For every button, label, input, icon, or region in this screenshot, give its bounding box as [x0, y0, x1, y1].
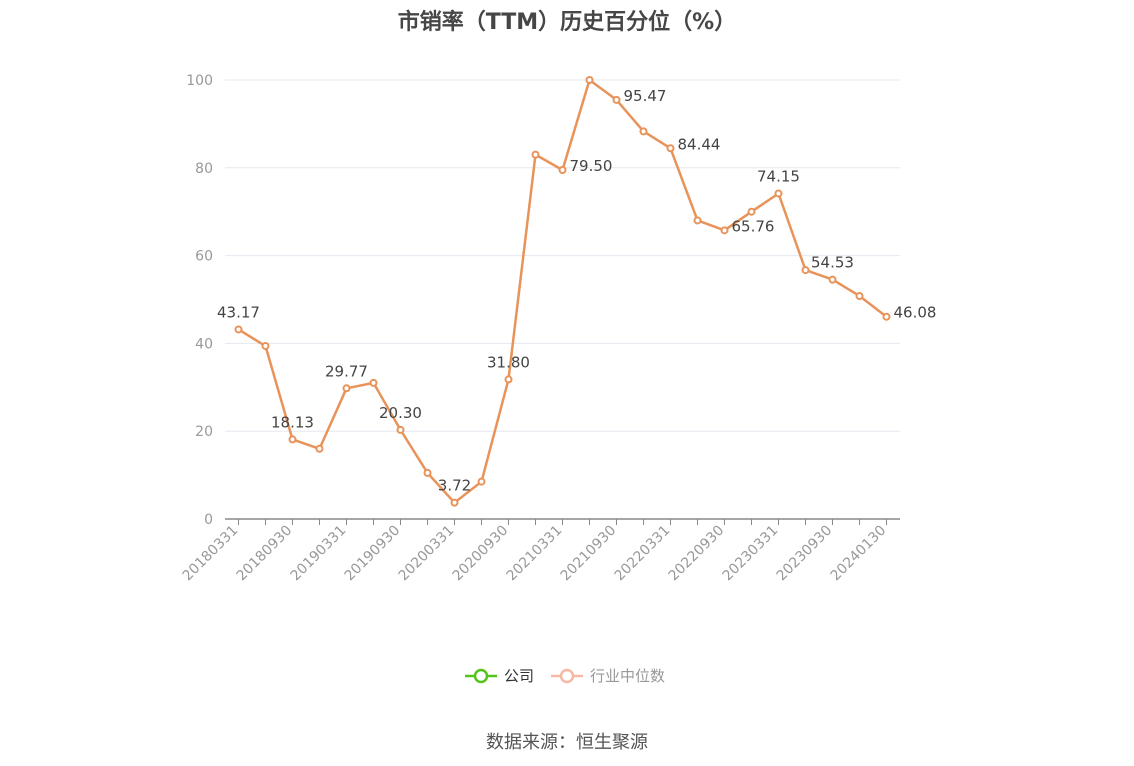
data-point — [585, 76, 594, 84]
x-tick-label: 20190930 — [342, 523, 404, 585]
series-line-group — [234, 76, 891, 507]
series-line — [237, 78, 888, 504]
x-tick-label: 20200930 — [450, 523, 512, 585]
x-tick-label: 20230331 — [720, 523, 782, 585]
y-tick-label: 0 — [204, 512, 213, 528]
data-point — [531, 150, 540, 159]
data-point — [234, 325, 243, 334]
x-tick-label: 20240130 — [828, 523, 890, 585]
data-label: 43.17 — [217, 303, 260, 321]
data-point — [774, 189, 783, 198]
data-label: 74.15 — [757, 167, 800, 185]
data-label: 18.13 — [271, 413, 314, 431]
legend-marker-icon — [559, 668, 575, 684]
legend-item[interactable]: 行业中位数 — [551, 667, 665, 685]
data-point — [288, 435, 297, 444]
y-tick-label: 60 — [195, 249, 213, 265]
data-source-note: 数据来源：恒生聚源 — [486, 732, 648, 753]
legend[interactable]: 公司 行业中位数 — [465, 667, 665, 685]
axes: 0 20 40 60 80 100 2018033120180930201903312019… — [180, 73, 900, 584]
data-point — [261, 342, 270, 351]
x-tick-label: 20210930 — [558, 523, 620, 585]
data-point — [477, 477, 486, 486]
legend-marker-icon — [473, 668, 489, 684]
legend-item[interactable]: 公司 — [465, 667, 534, 685]
x-tick-label: 20220331 — [612, 523, 674, 585]
data-point — [612, 95, 621, 104]
y-tick-label: 80 — [195, 161, 213, 177]
data-point — [558, 165, 567, 174]
data-label: 31.80 — [487, 353, 530, 371]
data-label: 84.44 — [678, 135, 721, 153]
data-label: 79.50 — [570, 157, 613, 175]
data-point — [747, 207, 756, 216]
data-label: 20.30 — [379, 404, 422, 422]
y-tick-label: 40 — [195, 336, 213, 352]
data-label: 95.47 — [624, 87, 667, 105]
legend-label: 公司 — [504, 667, 534, 685]
data-point — [882, 312, 891, 321]
legend-label: 行业中位数 — [590, 667, 665, 685]
data-point — [801, 266, 810, 275]
x-tick-label: 20180930 — [234, 523, 296, 585]
data-label: 46.08 — [894, 304, 937, 322]
y-tick-label: 100 — [186, 73, 213, 89]
data-labels: 43.17 18.13 29.77 20.30 3.72 31.80 79.50 95.47 8… — [217, 87, 936, 495]
data-point — [639, 127, 648, 136]
data-label: 65.76 — [732, 217, 775, 235]
data-label: 29.77 — [325, 362, 368, 380]
data-point — [504, 375, 513, 384]
y-tick-label: 20 — [195, 424, 213, 440]
x-tick-label: 20220930 — [666, 523, 728, 585]
chart-title: 市销率（TTM）历史百分位（%） — [397, 10, 737, 35]
data-point — [369, 378, 378, 387]
data-point — [666, 144, 675, 153]
data-point — [423, 468, 432, 477]
data-point — [828, 275, 837, 284]
data-point — [315, 444, 324, 453]
data-point — [693, 216, 702, 225]
data-label: 3.72 — [438, 477, 471, 495]
x-tick-label: 20180331 — [180, 523, 242, 585]
data-point — [720, 226, 729, 235]
x-tick-label: 20190331 — [288, 523, 350, 585]
data-point — [342, 384, 351, 393]
x-tick-label: 20230930 — [774, 523, 836, 585]
data-label: 54.53 — [811, 254, 854, 272]
data-point — [396, 425, 405, 434]
data-point — [450, 498, 459, 507]
x-tick-label: 20210331 — [504, 523, 566, 585]
data-point — [855, 291, 864, 300]
x-tick-label: 20200331 — [396, 523, 458, 585]
